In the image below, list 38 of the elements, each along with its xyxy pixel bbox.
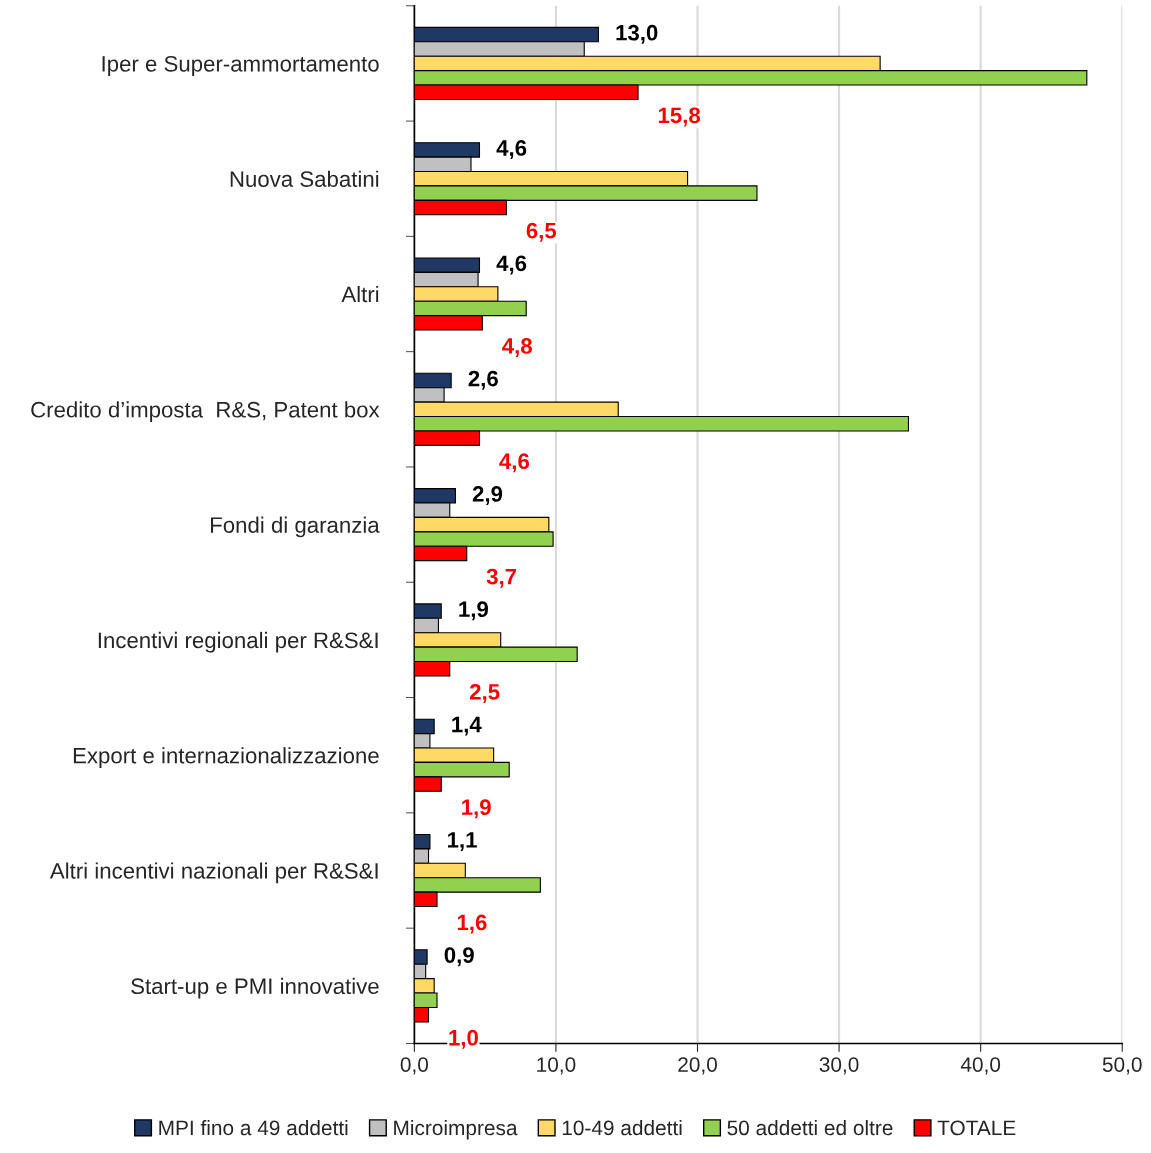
data-label: 3,7 (486, 568, 517, 588)
y-tick-label: Export e internazionalizzazione (73, 747, 379, 768)
y-tick-label: Start-up e PMI innovative (131, 977, 379, 999)
data-label: 4,8 (502, 338, 532, 358)
x-tick-label: 40,0 (960, 1057, 1001, 1075)
y-tick-label: Altri incentivi nazionali per R&S&I (49, 862, 378, 884)
data-label: 1,9 (462, 799, 491, 819)
data-label: 4,6 (496, 255, 527, 275)
x-tick-label: 50,0 (1102, 1057, 1142, 1075)
data-label: 1,1 (448, 832, 477, 851)
legend-label: 10-49 addetti (562, 1119, 682, 1136)
x-tick-label: 0,0 (400, 1057, 429, 1075)
x-tick-label: 20,0 (678, 1057, 717, 1075)
y-tick-label: Iper e Super-ammortamento (102, 55, 379, 77)
data-label: 4,6 (496, 140, 527, 160)
legend-label: TOTALE (937, 1120, 1016, 1136)
y-tick-label: Credito d’imposta R&S, Patent box (31, 401, 380, 422)
data-label: 1,4 (452, 716, 482, 736)
data-label: 0,9 (444, 947, 474, 967)
data-label: 2,9 (472, 486, 503, 505)
data-label: 6,5 (526, 222, 557, 242)
legend-label: MPI fino a 49 addetti (159, 1119, 348, 1136)
data-label: 15,8 (658, 107, 701, 127)
data-label: 2,6 (468, 370, 498, 390)
data-label: 1,6 (457, 914, 487, 934)
data-label: 4,6 (499, 453, 530, 473)
x-tick-label: 30,0 (819, 1057, 859, 1075)
legend-label: 50 addetti ed oltre (727, 1119, 893, 1136)
x-tick-label: 10,0 (537, 1057, 576, 1075)
data-label: 2,5 (469, 683, 500, 703)
y-tick-label: Fondi di garanzia (211, 516, 380, 538)
data-label: 1,0 (449, 1029, 478, 1049)
data-label: 1,9 (459, 601, 488, 621)
data-label: 13,0 (616, 24, 658, 44)
y-tick-label: Altri (341, 285, 379, 303)
y-tick-label: Incentivi regionali per R&S&I (98, 631, 378, 653)
y-tick-label: Nuova Sabatini (230, 170, 379, 187)
legend-label: Microimpresa (394, 1119, 518, 1140)
